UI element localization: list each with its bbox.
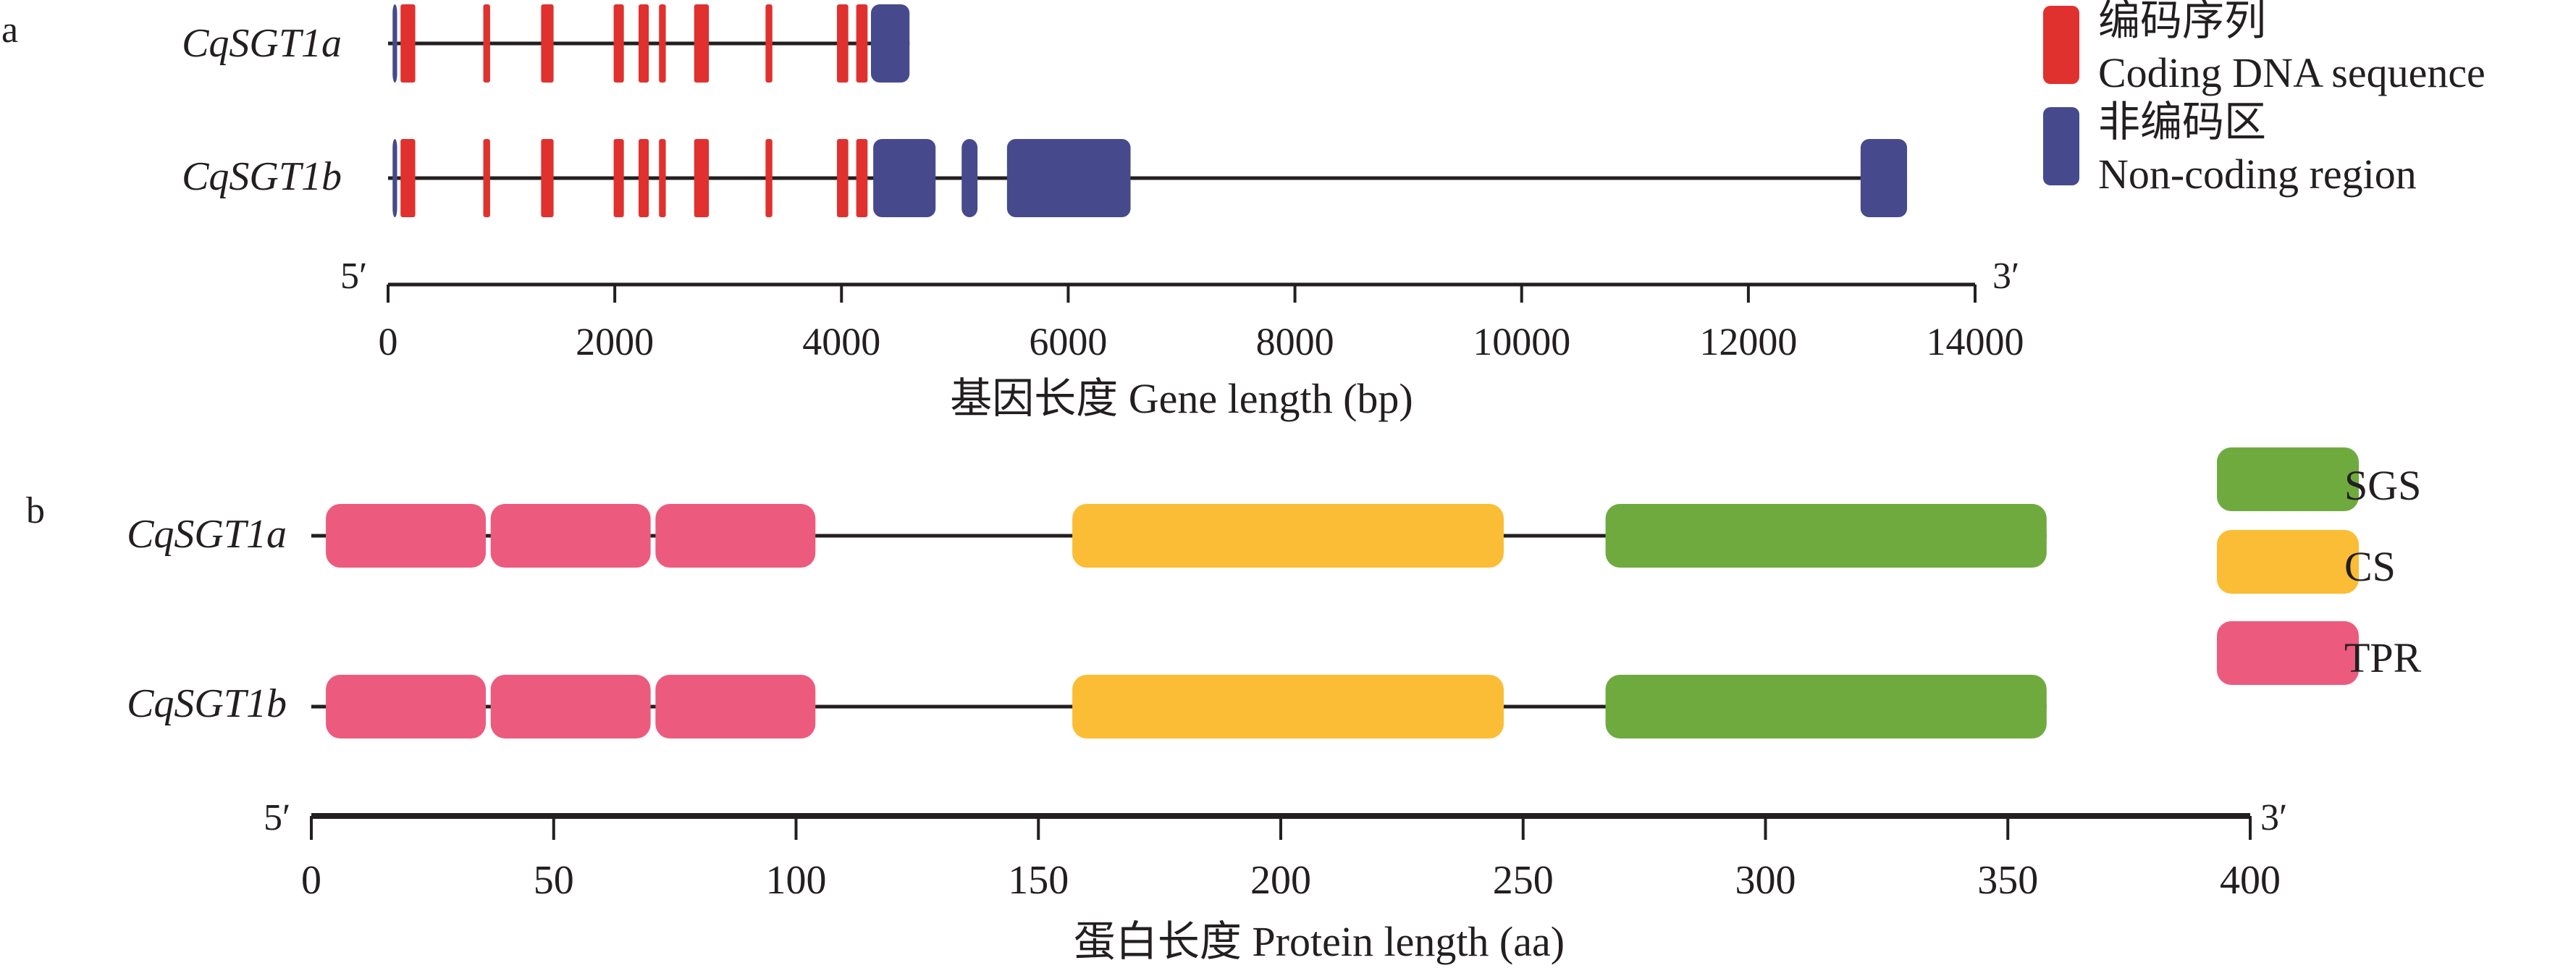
domain-tpr — [655, 675, 816, 738]
coding-exon — [694, 4, 710, 83]
legend-b: SGS CS TPR — [2217, 447, 2422, 685]
panel-a-label: a — [1, 9, 18, 51]
legend-sgs-swatch — [2217, 447, 2359, 511]
coding-exon — [639, 4, 649, 83]
axis-b-5prime: 5′ — [264, 797, 290, 838]
noncoding-region — [1006, 139, 1131, 217]
legend-tpr-swatch — [2217, 621, 2359, 685]
axis-b-tick-label: 100 — [766, 858, 827, 903]
coding-exon — [856, 139, 868, 217]
domain-tpr — [326, 504, 487, 568]
panel-a-gene-structure: a CqSGT1a CqSGT1b 0 2000 4000 6000 8000 10000… — [1, 0, 2485, 422]
legend-noncoding-swatch — [2043, 107, 2079, 185]
coding-exon — [856, 4, 868, 83]
noncoding-region — [392, 4, 397, 83]
gene-models — [388, 4, 1908, 217]
domain-tpr — [490, 675, 651, 738]
domain-tpr — [655, 504, 816, 568]
noncoding-region — [1860, 139, 1908, 217]
coding-exon — [659, 4, 666, 83]
legend-noncoding-label-en: Non-coding region — [2098, 151, 2417, 198]
axis-a-tick-label: 4000 — [802, 320, 880, 363]
axis-b-tick-label: 300 — [1735, 858, 1796, 903]
axis-b-3prime: 3′ — [2260, 797, 2287, 838]
axis-a-3prime: 3′ — [1992, 256, 2019, 297]
axis-a-5prime: 5′ — [340, 256, 367, 297]
axis-a-tick-label: 0 — [379, 320, 398, 363]
coding-exon — [400, 4, 416, 83]
legend-a: 编码序列 Coding DNA sequence 非编码区 Non-coding… — [2043, 0, 2485, 198]
axis-a-tick-label: 10000 — [1473, 320, 1570, 363]
noncoding-region — [392, 139, 397, 217]
coding-exon — [541, 139, 554, 217]
axis-b-tick-label: 250 — [1493, 858, 1554, 903]
legend-coding-label-cn: 编码序列 — [2098, 0, 2266, 44]
legend-cs-label: CS — [2344, 543, 2396, 590]
coding-exon — [659, 139, 666, 217]
domain-cs — [1072, 504, 1504, 568]
coding-exon — [765, 139, 773, 217]
gene-name-cqsgt1b: CqSGT1b — [182, 154, 342, 199]
coding-exon — [483, 139, 490, 217]
axis-a-tick-label: 12000 — [1699, 320, 1797, 363]
axis-b-tick-label: 150 — [1008, 858, 1069, 903]
axis-b-tick-label: 0 — [301, 858, 321, 903]
axis-a-ticks: 0 2000 4000 6000 8000 10000 12000 14000 — [379, 285, 2024, 363]
legend-cs-swatch — [2217, 530, 2359, 594]
legend-tpr-label: TPR — [2344, 634, 2422, 681]
coding-exon — [541, 4, 554, 83]
coding-exon — [694, 139, 710, 217]
coding-exon — [400, 139, 416, 217]
axis-a-tick-label: 2000 — [576, 320, 654, 363]
legend-coding-label-en: Coding DNA sequence — [2098, 49, 2485, 96]
coding-exon — [837, 139, 849, 217]
coding-exon — [613, 4, 624, 83]
axis-a-tick-label: 14000 — [1927, 320, 2024, 363]
coding-exon — [765, 4, 773, 83]
domain-tpr — [490, 504, 651, 568]
axis-a-title: 基因长度 Gene length (bp) — [950, 375, 1413, 422]
gene-name-cqsgt1a: CqSGT1a — [182, 21, 342, 66]
axis-b-ticks: 0 50 100 150 200 250 300 350 400 — [301, 816, 2281, 903]
axis-b-title: 蛋白长度 Protein length (aa) — [1074, 918, 1565, 965]
protein-name-cqsgt1a: CqSGT1a — [127, 512, 287, 557]
coding-exon — [483, 4, 490, 83]
axis-b-tick-label: 400 — [2220, 858, 2281, 903]
noncoding-region — [873, 139, 936, 217]
panel-b-protein-domains: b CqSGT1a CqSGT1b 0 50 100 150 200 250 300 350 4… — [26, 447, 2422, 965]
axis-b-tick-label: 50 — [534, 858, 574, 903]
coding-exon — [613, 139, 624, 217]
coding-exon — [639, 139, 649, 217]
domain-tpr — [326, 675, 487, 738]
domain-sgs — [1605, 675, 2047, 738]
axis-b-tick-label: 350 — [1977, 858, 2038, 903]
legend-coding-swatch — [2043, 6, 2079, 84]
axis-b-tick-label: 200 — [1250, 858, 1311, 903]
legend-noncoding-label-cn: 非编码区 — [2098, 98, 2266, 146]
axis-a-tick-label: 8000 — [1256, 320, 1334, 363]
coding-exon — [837, 4, 849, 83]
protein-models — [311, 504, 2047, 738]
noncoding-region — [870, 4, 910, 83]
domain-cs — [1072, 675, 1504, 738]
noncoding-region — [961, 139, 978, 217]
panel-b-label: b — [26, 490, 45, 531]
legend-sgs-label: SGS — [2344, 462, 2421, 509]
domain-sgs — [1605, 504, 2047, 568]
axis-a-tick-label: 6000 — [1029, 320, 1107, 363]
protein-name-cqsgt1b: CqSGT1b — [127, 681, 287, 726]
